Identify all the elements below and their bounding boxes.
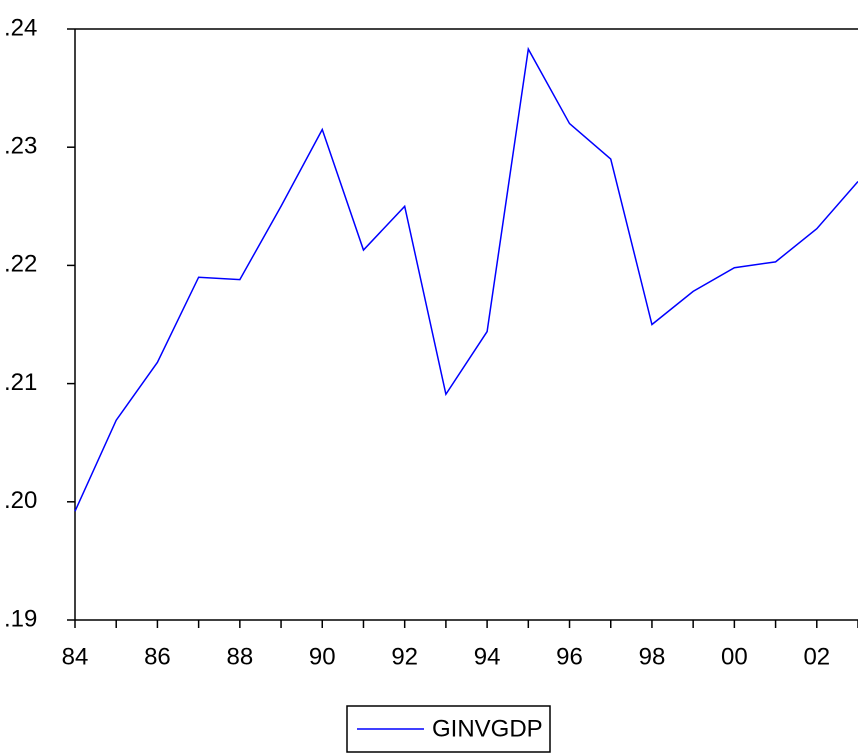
y-tick-label: .22 — [4, 251, 37, 278]
legend: GINVGDP — [346, 705, 551, 753]
x-tick-label: 84 — [62, 643, 89, 670]
x-tick-label: 88 — [226, 643, 253, 670]
x-tick-label: 98 — [639, 643, 666, 670]
data-line — [74, 46, 858, 512]
x-tick-label: 96 — [556, 643, 583, 670]
x-tick-label: 90 — [309, 643, 336, 670]
y-tick-label: .23 — [4, 133, 37, 160]
x-tick-label: 02 — [803, 643, 830, 670]
y-tick-label: .20 — [4, 487, 37, 514]
x-tick-label: 94 — [474, 643, 501, 670]
y-tick-label: .19 — [4, 605, 37, 632]
y-tick-label: .24 — [4, 14, 37, 41]
x-tick-label: 00 — [721, 643, 748, 670]
x-tick-label: 92 — [391, 643, 418, 670]
y-tick-label: .21 — [4, 369, 37, 396]
legend-label: GINVGDP — [432, 715, 543, 742]
x-tick-label: 86 — [144, 643, 171, 670]
